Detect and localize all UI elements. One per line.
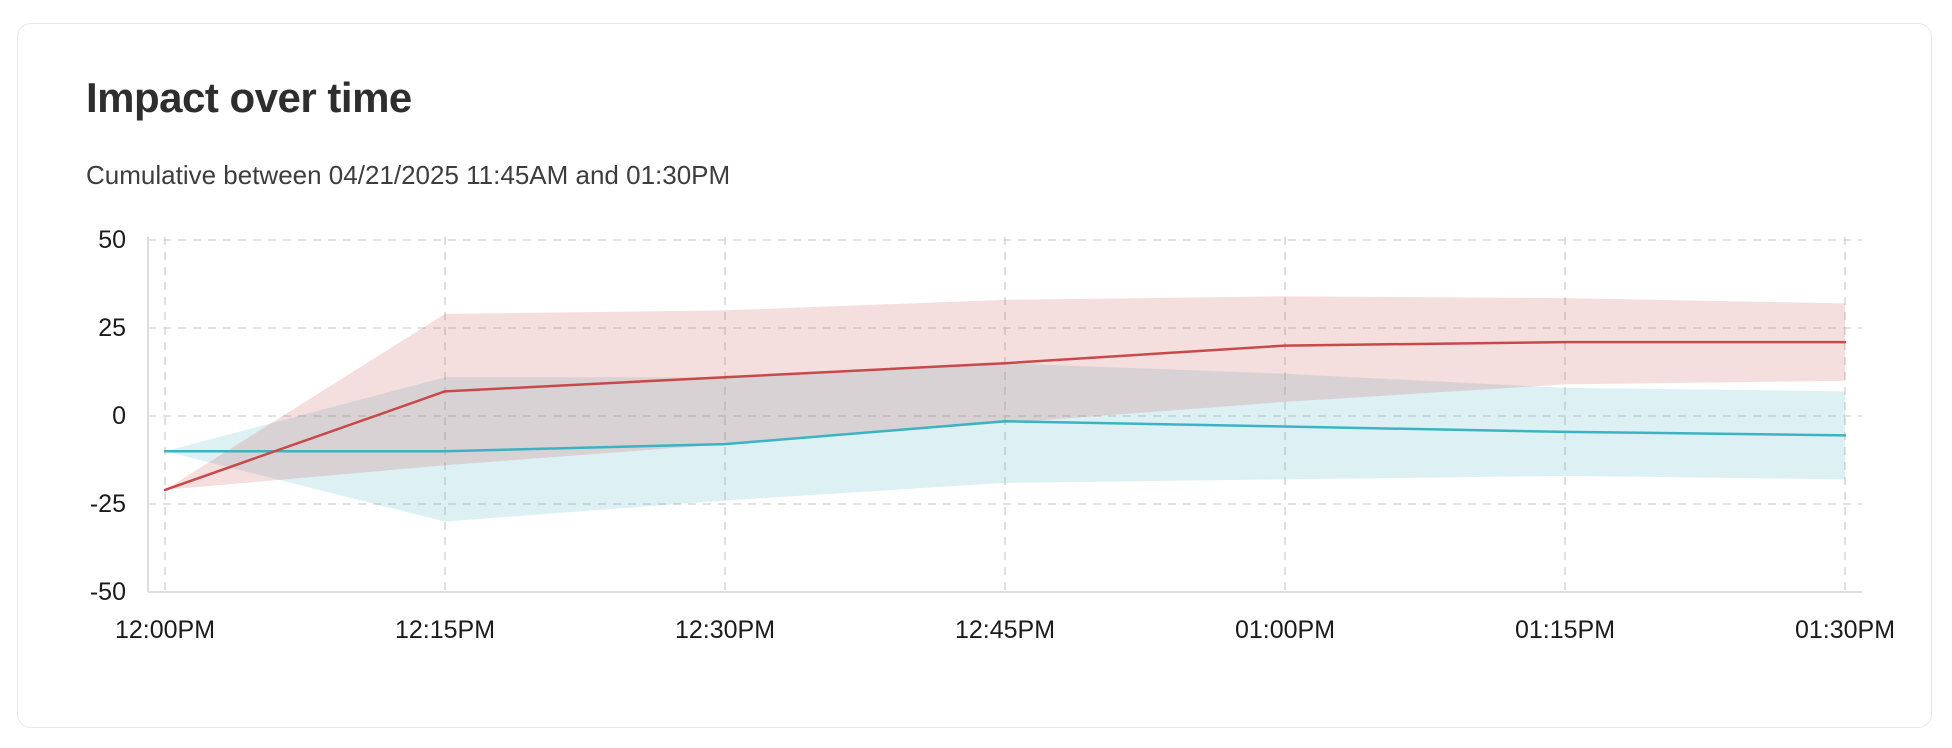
cyan-series-band: [165, 363, 1845, 522]
cyan-series-line: [163, 420, 1847, 453]
chart-title: Impact over time: [86, 74, 412, 121]
y-axis-labels: 50 25 0 -25 -50: [0, 0, 126, 748]
y-tick-label: 0: [112, 402, 126, 430]
y-tick-label: 25: [98, 314, 126, 342]
x-tick-label: 12:15PM: [394, 616, 496, 644]
impact-card: Impact over time Cumulative between 04/2…: [17, 23, 1932, 728]
x-tick-label: 01:00PM: [1234, 616, 1336, 644]
x-tick-label: 12:30PM: [674, 616, 776, 644]
y-tick-label: -50: [89, 578, 126, 606]
x-tick-label: 01:15PM: [1514, 616, 1616, 644]
x-tick-label: 01:30PM: [1794, 616, 1896, 644]
chart-subtitle: Cumulative between 04/21/2025 11:45AM an…: [86, 160, 731, 190]
y-tick-label: 50: [98, 226, 126, 254]
y-tick-label: -25: [89, 490, 126, 518]
x-tick-label: 12:45PM: [954, 616, 1056, 644]
red-series-line: [163, 340, 1847, 492]
x-tick-label: 12:00PM: [114, 616, 216, 644]
